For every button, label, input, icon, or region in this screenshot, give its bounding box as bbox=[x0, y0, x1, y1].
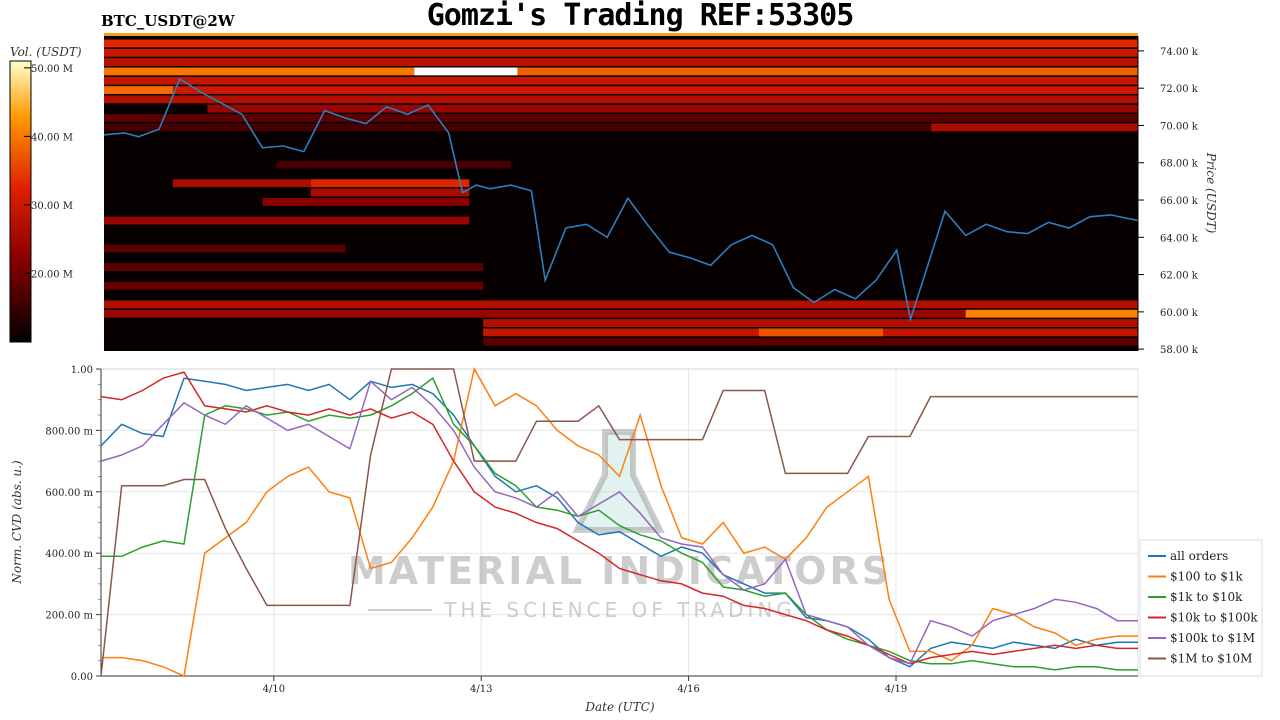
price-tick-label: 70.00 k bbox=[1160, 121, 1199, 132]
cvd-y-tick-label: 0.00 bbox=[71, 672, 93, 683]
heatmap-band bbox=[517, 67, 1138, 76]
price-tick-label: 68.00 k bbox=[1160, 159, 1199, 170]
price-line bbox=[103, 77, 1139, 323]
price-axis-label: Price (USDT) bbox=[1204, 152, 1218, 234]
colorbar-tick-label: 20.00 M bbox=[31, 269, 73, 280]
heatmap-band bbox=[104, 263, 484, 272]
cvd-series-line bbox=[100, 377, 1138, 668]
legend-entry: $1k to $10k bbox=[1170, 590, 1243, 604]
cvd-y-tick-label: 1.00 bbox=[71, 365, 93, 376]
heatmap-band bbox=[207, 104, 1138, 113]
cvd-y-axis-label: Norm. CVD (abs. u.) bbox=[10, 460, 24, 585]
pair-label: BTC_USDT@2W bbox=[101, 12, 235, 30]
colorbar-label: Vol. (USDT) bbox=[10, 45, 82, 59]
heatmap-band bbox=[172, 179, 311, 188]
heatmap-band bbox=[104, 300, 1138, 309]
cvd-x-axis-label: Date (UTC) bbox=[584, 700, 654, 714]
legend-box bbox=[1139, 539, 1263, 677]
heatmap-band bbox=[104, 48, 1138, 57]
heatmap-band bbox=[104, 95, 1138, 104]
heatmap-band bbox=[310, 188, 470, 197]
colorbar-tick-label: 40.00 M bbox=[31, 132, 73, 143]
cvd-y-tick-label: 200.00 m bbox=[45, 611, 93, 622]
heatmap-band bbox=[104, 216, 470, 225]
heatmap-band bbox=[414, 67, 518, 76]
price-tick-label: 66.00 k bbox=[1160, 196, 1199, 207]
colorbar-tick-label: 50.00 M bbox=[31, 64, 73, 75]
heatmap-band bbox=[104, 76, 1138, 85]
heatmap-band bbox=[104, 123, 1138, 132]
watermark-title: MATERIAL INDICATORS bbox=[348, 549, 892, 593]
legend-entry: $100 to $1k bbox=[1170, 570, 1243, 584]
heatmap-band bbox=[104, 39, 1138, 48]
cvd-series-line bbox=[101, 377, 1138, 671]
colorbar bbox=[9, 60, 32, 343]
legend-entry: $100k to $1M bbox=[1170, 631, 1255, 645]
heatmap-band bbox=[483, 319, 1139, 327]
cvd-y-tick-label: 800.00 m bbox=[45, 426, 93, 437]
price-tick-label: 60.00 k bbox=[1160, 308, 1199, 319]
cvd-y-tick-label: 600.00 m bbox=[45, 488, 93, 499]
legend-entry: $1M to $10M bbox=[1170, 652, 1252, 666]
heatmap-band bbox=[104, 67, 415, 76]
heatmap-band bbox=[276, 160, 511, 169]
chart-title: Gomzi's Trading REF:53305 bbox=[426, 0, 855, 33]
heatmap-band bbox=[483, 337, 1139, 346]
heatmap-band bbox=[104, 281, 484, 290]
price-tick-label: 58.00 k bbox=[1160, 345, 1199, 356]
heatmap-band bbox=[104, 58, 1138, 67]
heatmap-top-strip bbox=[104, 33, 1138, 36]
heatmap-band bbox=[310, 179, 470, 188]
heatmap-band bbox=[172, 86, 1138, 94]
price-tick-label: 72.00 k bbox=[1160, 84, 1199, 95]
cvd-x-tick-label: 4/10 bbox=[263, 684, 285, 695]
cvd-x-tick-label: 4/19 bbox=[885, 684, 907, 695]
cvd-series-line bbox=[100, 368, 1138, 677]
watermark-subtitle: THE SCIENCE OF TRADING bbox=[443, 598, 796, 622]
price-tick-label: 74.00 k bbox=[1160, 47, 1199, 58]
legend-entry: all orders bbox=[1170, 549, 1228, 563]
cvd-series-line bbox=[100, 379, 1138, 665]
cvd-series-line bbox=[101, 366, 1138, 678]
cvd-series-line bbox=[100, 371, 1138, 665]
price-tick-label: 64.00 k bbox=[1160, 233, 1199, 244]
price-tick-label: 62.00 k bbox=[1160, 271, 1199, 282]
heatmap-band bbox=[104, 309, 1138, 318]
heatmap-band bbox=[965, 309, 1138, 318]
watermark: MATERIAL INDICATORS THE SCIENCE OF TRADI… bbox=[348, 429, 892, 622]
legend-entry: $10k to $100k bbox=[1170, 611, 1258, 625]
cvd-y-tick-label: 400.00 m bbox=[45, 549, 93, 560]
flask-logo-icon bbox=[572, 429, 665, 533]
heatmap-band bbox=[262, 197, 470, 206]
heatmap-band bbox=[104, 244, 346, 253]
heatmap-band bbox=[104, 86, 173, 94]
heatmap-band bbox=[931, 123, 1138, 132]
heatmap-band bbox=[758, 328, 883, 337]
colorbar-tick-label: 30.00 M bbox=[31, 201, 73, 212]
cvd-x-tick-label: 4/13 bbox=[470, 684, 492, 695]
cvd-x-tick-label: 4/16 bbox=[677, 684, 699, 695]
heatmap-band bbox=[104, 114, 1138, 122]
